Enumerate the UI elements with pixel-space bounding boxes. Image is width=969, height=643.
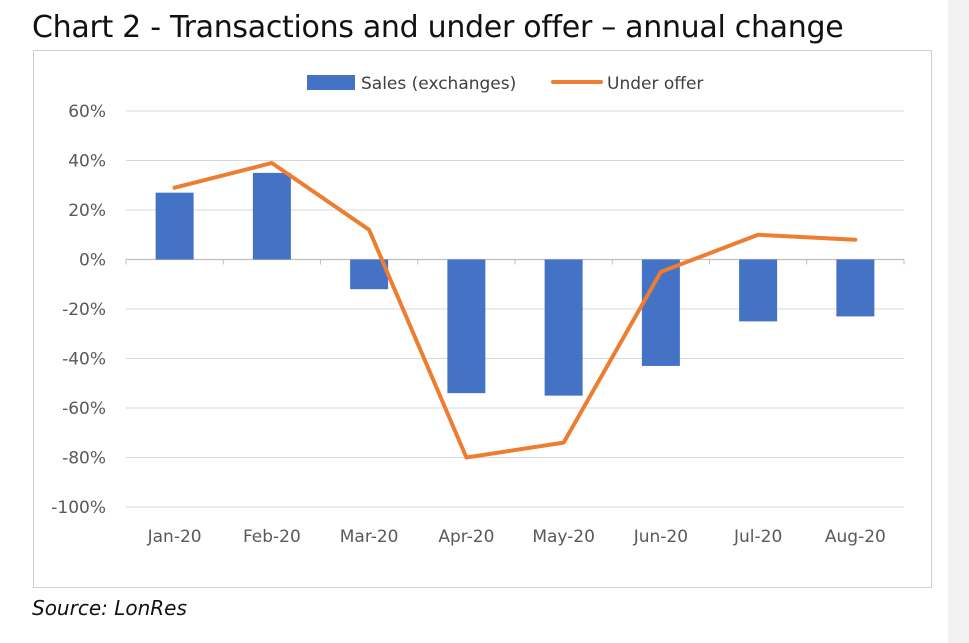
- x-tick-label: Jul-20: [733, 527, 782, 547]
- y-tick-label: -100%: [51, 498, 106, 518]
- chart-area: 60% 40% 20% 0% -20% -40% -60% -80% -100% Jan-20 Fe…: [51, 74, 905, 547]
- bar-sales-feb-20: [252, 172, 291, 260]
- source-note: Source: LonRes: [32, 596, 187, 620]
- bar-sales-jun-20: [641, 259, 680, 366]
- bar-sales-jul-20: [739, 259, 778, 322]
- x-tick-label: Mar-20: [340, 527, 399, 547]
- bar-sales-aug-20: [836, 259, 875, 317]
- x-tick-label: May-20: [532, 527, 595, 547]
- legend-label-under-offer: Under offer: [607, 74, 703, 94]
- y-tick-label: -60%: [62, 399, 106, 419]
- x-tick-label: Apr-20: [438, 527, 494, 547]
- bar-sales-jan-20: [155, 192, 194, 260]
- legend-label-sales: Sales (exchanges): [361, 74, 516, 94]
- y-tick-label: 20%: [68, 201, 106, 221]
- y-tick-label: -20%: [62, 300, 106, 320]
- legend-swatch-sales: [307, 75, 355, 90]
- y-tick-label: 0%: [79, 251, 106, 271]
- y-tick-label: -80%: [62, 449, 106, 469]
- x-tick-label: Jun-20: [633, 527, 688, 547]
- page: Chart 2 - Transactions and under offer –…: [0, 0, 948, 643]
- x-tick-label: Jan-20: [147, 527, 202, 547]
- y-tick-label: 60%: [68, 102, 106, 122]
- bar-sales-apr-20: [447, 259, 486, 394]
- y-tick-label: -40%: [62, 350, 106, 370]
- line-under-offer: [172, 160, 858, 460]
- bar-sales-may-20: [544, 259, 583, 396]
- chart-title: Chart 2 - Transactions and under offer –…: [32, 10, 844, 45]
- x-tick-label: Aug-20: [825, 527, 886, 547]
- x-tick-label: Feb-20: [243, 527, 301, 547]
- y-tick-label: 40%: [68, 152, 106, 172]
